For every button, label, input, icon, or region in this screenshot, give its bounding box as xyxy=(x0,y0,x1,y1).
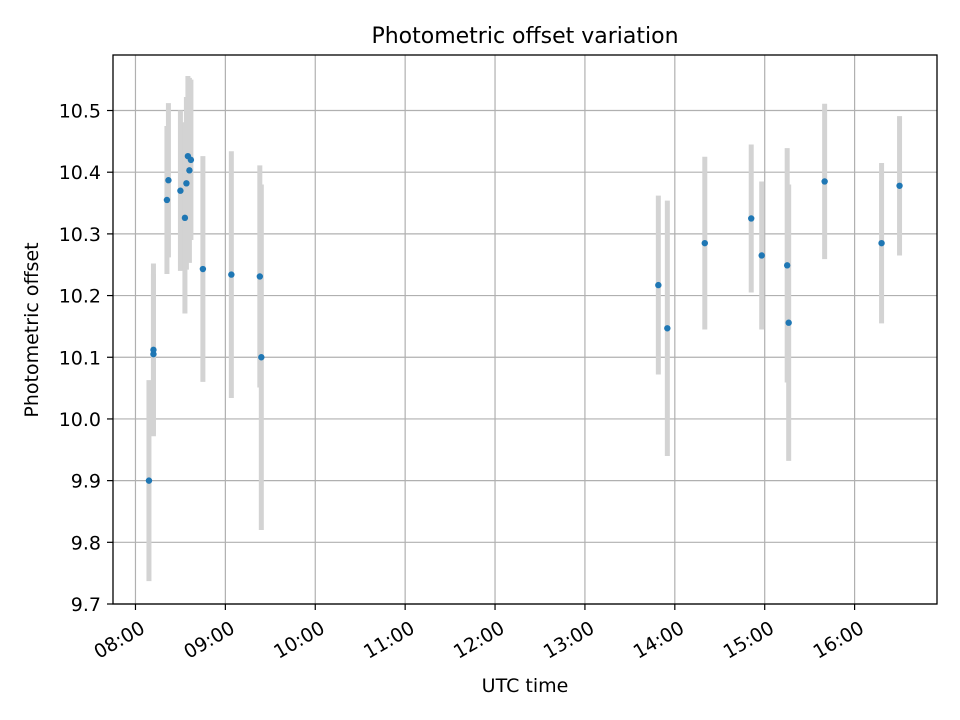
x-tick-label: 10:00 xyxy=(270,617,328,663)
data-point xyxy=(163,196,171,204)
y-tick-label: 10.0 xyxy=(59,409,101,431)
y-axis-ticks: 9.7 9.8 9.9 10.0 10.1 10.2 10.3 10.4 10.5 xyxy=(59,101,113,616)
data-point xyxy=(258,354,265,361)
data-point xyxy=(664,325,671,332)
data-point xyxy=(655,281,662,289)
x-tick-label: 12:00 xyxy=(450,617,508,663)
data-point xyxy=(878,239,885,247)
y-tick-label: 10.5 xyxy=(59,101,101,123)
x-tick-label: 11:00 xyxy=(360,617,418,663)
data-point xyxy=(896,182,903,189)
x-tick-label: 08:00 xyxy=(90,617,148,663)
x-axis-ticks: 08:00 09:00 10:00 11:00 12:00 13:00 14:00 15:00… xyxy=(90,604,868,663)
data-points xyxy=(145,152,903,484)
x-tick-label: 16:00 xyxy=(809,617,867,663)
y-tick-label: 9.8 xyxy=(71,532,101,554)
grid-lines xyxy=(113,55,937,605)
data-point xyxy=(165,177,172,184)
data-point xyxy=(748,215,755,222)
plot-frame xyxy=(112,54,938,605)
y-tick-label: 10.4 xyxy=(59,162,101,184)
y-tick-label: 10.3 xyxy=(59,224,101,246)
error-bars xyxy=(146,75,903,582)
data-point xyxy=(145,477,153,484)
x-tick-label: 09:00 xyxy=(180,617,238,663)
data-point xyxy=(783,262,791,269)
y-tick-label: 9.9 xyxy=(71,471,101,493)
data-point xyxy=(199,265,207,273)
x-tick-label: 15:00 xyxy=(720,617,778,663)
x-tick-label: 13:00 xyxy=(540,617,598,663)
data-point xyxy=(181,214,189,222)
data-point xyxy=(187,156,195,164)
y-tick-label: 10.1 xyxy=(59,347,101,369)
y-tick-label: 10.2 xyxy=(59,286,101,308)
data-point xyxy=(758,252,765,259)
data-point xyxy=(256,273,264,280)
data-point xyxy=(186,167,193,174)
data-point xyxy=(183,180,190,187)
data-point xyxy=(228,271,235,278)
y-axis-label: Photometric offset xyxy=(21,242,43,417)
x-axis-label: UTC time xyxy=(482,675,569,697)
data-point xyxy=(177,187,184,194)
y-tick-label: 9.7 xyxy=(71,594,101,616)
data-point xyxy=(821,178,828,185)
chart-title: Photometric offset variation xyxy=(371,24,678,49)
data-point xyxy=(701,239,708,247)
x-tick-label: 14:00 xyxy=(630,617,688,663)
data-point xyxy=(150,346,157,354)
data-point xyxy=(785,319,792,326)
